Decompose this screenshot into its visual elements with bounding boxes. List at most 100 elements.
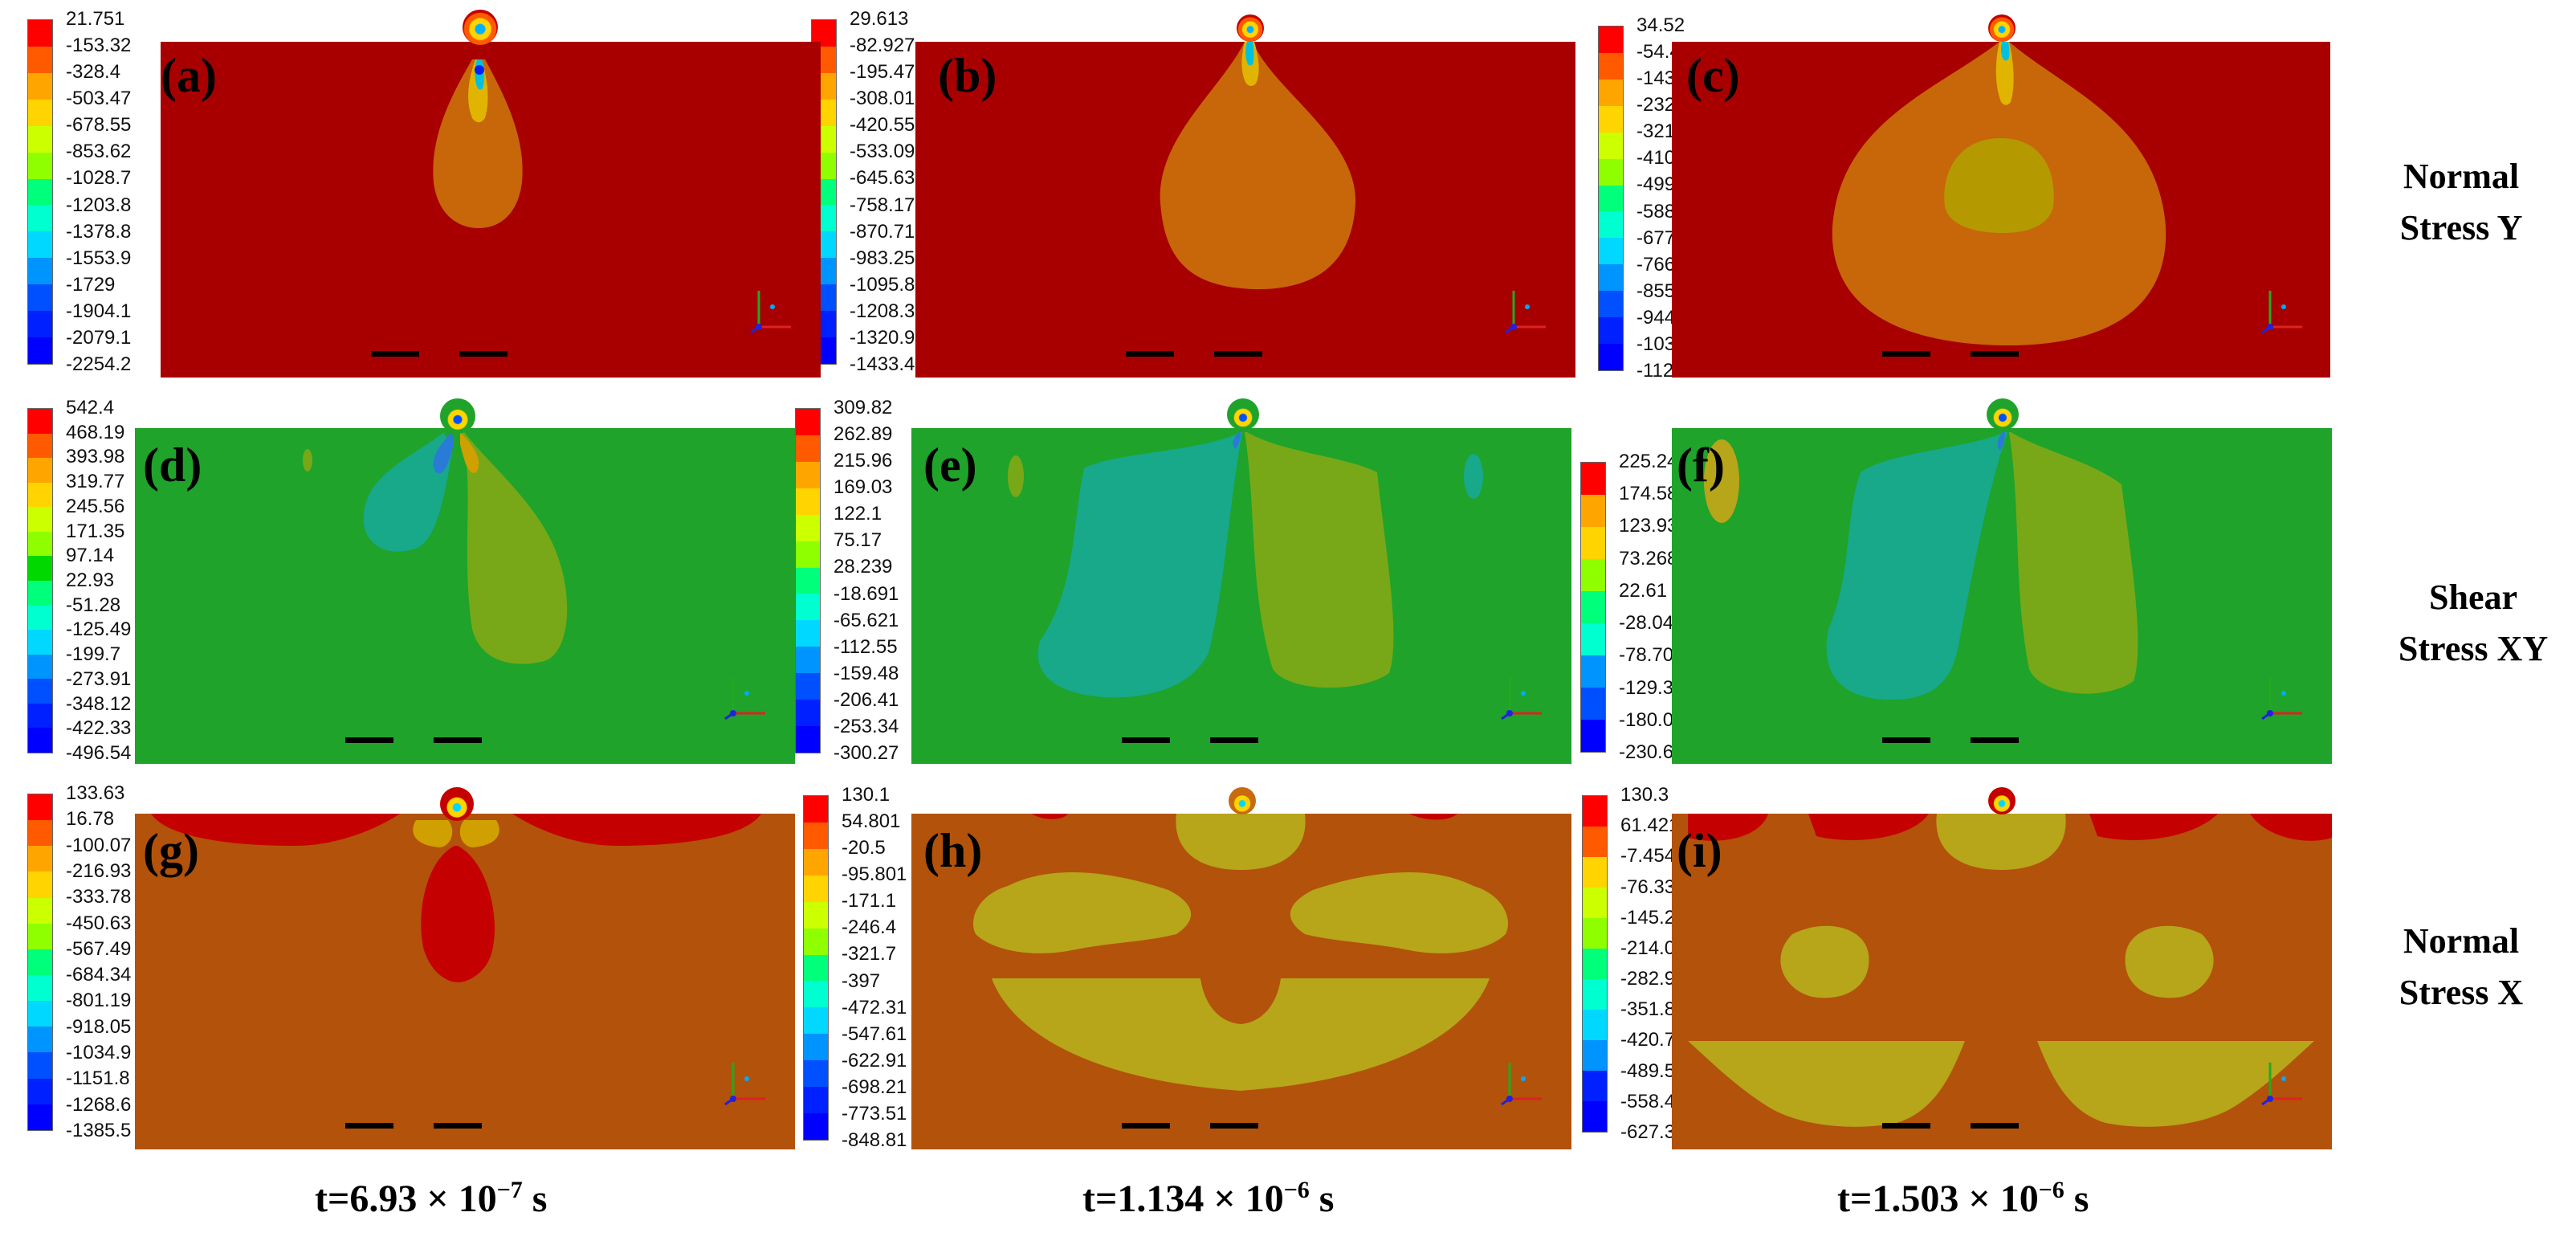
- legend-tick-label: 133.63: [66, 782, 125, 804]
- color-bar-segment: [1599, 105, 1623, 133]
- legend-tick-label: -853.62: [66, 141, 132, 163]
- legend-tick-label: 130.1: [842, 784, 891, 806]
- legend-tick-label: -1904.1: [66, 300, 132, 322]
- legend-tick-label: 34.52: [1636, 14, 1685, 36]
- legend-tick-label: -348.12: [66, 692, 132, 715]
- legend-tick-label: -503.47: [66, 88, 132, 110]
- color-bar-segment: [804, 796, 828, 823]
- legend-tick-label: -1378.8: [66, 220, 132, 243]
- color-bar-segment: [28, 872, 52, 898]
- legend-tick-label: 75.17: [834, 529, 882, 552]
- color-bar-segment: [28, 482, 52, 508]
- legend-tick-label: 54.801: [842, 810, 901, 833]
- color-bar-segment: [28, 630, 52, 655]
- color-bar-segment: [1583, 979, 1607, 1010]
- scale-bar: [434, 1123, 482, 1129]
- contour-plot-b: [915, 42, 1575, 378]
- color-bar-segment: [1581, 623, 1605, 655]
- panel-label-h: (h): [923, 824, 983, 877]
- tool-sphere-i: [1988, 787, 2016, 814]
- axis-triad-icon: [2261, 1063, 2302, 1106]
- contour-b: [1160, 42, 1356, 290]
- contour-plot-d: [135, 428, 795, 764]
- legend-tick-label: -18.691: [834, 582, 899, 605]
- color-bar-segment: [28, 20, 52, 47]
- color-bar-segment: [28, 1078, 52, 1104]
- legend-tick-label: -1208.3: [850, 300, 915, 322]
- scale-bar: [1971, 1123, 2019, 1129]
- contour-plot-c: [1672, 42, 2330, 378]
- tool-sphere-f: [1987, 398, 2019, 431]
- color-bar-segment: [1583, 918, 1607, 949]
- legend-tick-label: -472.31: [842, 996, 907, 1018]
- scale-bar: [1210, 1123, 1258, 1129]
- legend-tick-label: -273.91: [66, 667, 132, 690]
- color-bar-segment: [1599, 238, 1623, 265]
- axis-triad-icon: [1505, 291, 1546, 334]
- contour-plot-i: [1672, 814, 2332, 1149]
- color-bar-segment: [1583, 1040, 1607, 1071]
- panel-label-c: (c): [1686, 49, 1740, 102]
- color-bar-segment: [804, 1060, 828, 1088]
- legend-tick-label: -1433.4: [850, 353, 915, 375]
- legend-tick-label: 309.82: [834, 397, 893, 418]
- color-bar-segment: [1581, 655, 1605, 688]
- legend-tick-label: -678.55: [66, 114, 132, 137]
- legend-tick-label: -328.4: [66, 61, 121, 84]
- legend-tick-label: 28.239: [834, 556, 893, 578]
- legend-tick-label: -684.34: [66, 964, 132, 986]
- color-bar: [1582, 795, 1608, 1133]
- color-bar-segment: [1599, 132, 1623, 159]
- legend-tick-label: -983.25: [850, 247, 915, 269]
- legend-tick-label: 97.14: [66, 545, 115, 567]
- color-bar-segment: [804, 981, 828, 1008]
- legend-tick-label: 22.61: [1619, 579, 1668, 602]
- legend-tick-label: 262.89: [834, 423, 893, 446]
- color-bar-segment: [796, 620, 820, 647]
- axis-triad-icon: [724, 1063, 765, 1106]
- legend-tick-label: -20.5: [842, 837, 886, 859]
- color-bar-segment: [1599, 211, 1623, 239]
- scale-bar: [1122, 1123, 1170, 1129]
- color-bar-segment: [1581, 688, 1605, 720]
- color-bar-segment: [1599, 291, 1623, 318]
- color-bar-segment: [1583, 857, 1607, 888]
- row-label-stress-x: Normal Stress X: [2399, 921, 2524, 1012]
- legend-tick-label: 123.93: [1619, 515, 1678, 537]
- contour-plot-h: [911, 814, 1571, 1149]
- legend-tick-label: -547.61: [842, 1023, 907, 1045]
- legend-tick-label: 130.3: [1620, 784, 1669, 806]
- color-bar-segment: [28, 679, 52, 704]
- color-bar-segment: [796, 435, 820, 462]
- tool-sphere-a: [463, 10, 498, 45]
- axis-triad-icon: [750, 291, 791, 334]
- contour-plot-g: [135, 814, 795, 1149]
- contour-plot-e: [911, 428, 1571, 764]
- scale-bar: [345, 1123, 393, 1129]
- color-bar-segment: [28, 1027, 52, 1053]
- color-bar-segment: [28, 284, 52, 312]
- color-bar-segment: [28, 1052, 52, 1079]
- legend-tick-label: -253.34: [834, 715, 899, 737]
- scale-bar: [1971, 737, 2019, 743]
- legend-tick-label: 393.98: [66, 446, 125, 468]
- scale-bar: [1210, 737, 1258, 743]
- legend-tick-label: -1095.8: [850, 273, 915, 296]
- legend-tick-label: 319.77: [66, 471, 125, 493]
- axis-triad-icon: [724, 677, 765, 720]
- color-bar-segment: [1599, 158, 1623, 186]
- legend-tick-label: -496.54: [66, 742, 132, 764]
- color-bar-segment: [796, 567, 820, 594]
- legend-tick-label: 225.24: [1619, 451, 1678, 472]
- color-bar-segment: [804, 1034, 828, 1061]
- color-bar-segment: [796, 700, 820, 727]
- legend-tick-label: -397: [842, 969, 881, 992]
- legend-tick-label: 61.421: [1620, 814, 1680, 837]
- legend-tick-label: -246.4: [842, 916, 897, 939]
- color-bar-segment: [804, 848, 828, 876]
- legend-tick-label: -2079.1: [66, 326, 132, 349]
- color-bar-segment: [1599, 79, 1623, 106]
- legend-tick-label: -622.91: [842, 1049, 907, 1072]
- legend-tick-label: -450.63: [66, 912, 132, 934]
- legend-tick-label: -195.47: [850, 61, 915, 84]
